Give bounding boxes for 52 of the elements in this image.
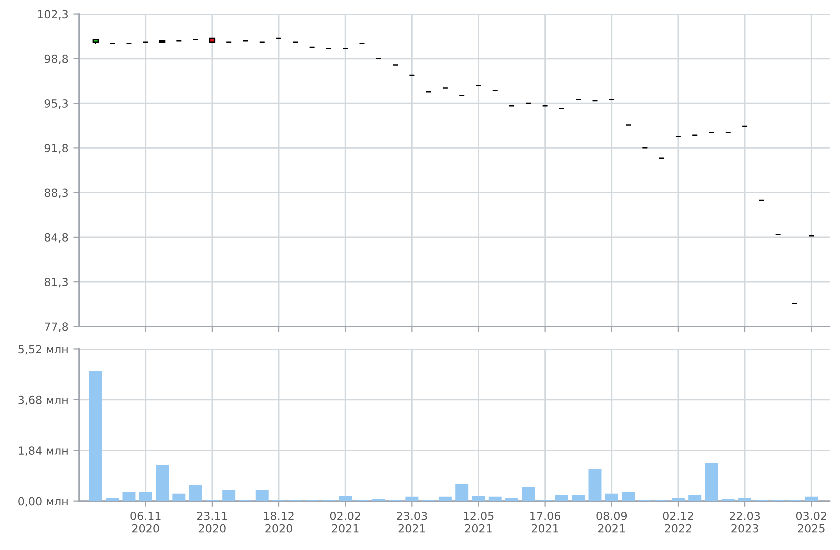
x-tick-label: 23.11 2020 bbox=[197, 512, 228, 533]
bar bbox=[339, 496, 352, 502]
bar bbox=[688, 494, 702, 502]
bar bbox=[172, 494, 186, 502]
bar bbox=[406, 496, 419, 502]
y-tick-label: 3,68 млн bbox=[18, 396, 68, 406]
bar bbox=[605, 494, 618, 502]
bar bbox=[456, 484, 469, 502]
bar bbox=[256, 490, 269, 502]
y-tick-label: 77,8 bbox=[45, 322, 68, 332]
bar bbox=[189, 485, 202, 502]
bar bbox=[122, 492, 136, 502]
bar bbox=[522, 487, 536, 502]
bar bbox=[738, 498, 752, 502]
bar bbox=[506, 498, 519, 502]
x-tick-label: 02.02 2021 bbox=[330, 512, 360, 533]
x-tick-label: 08.09 2021 bbox=[596, 512, 628, 533]
bar bbox=[555, 494, 568, 502]
x-tick-label: 23.03 2021 bbox=[397, 512, 428, 533]
bar bbox=[222, 490, 236, 502]
bar bbox=[705, 463, 718, 502]
x-tick-label: 02.12 2022 bbox=[663, 512, 694, 533]
y-tick-label: 5,52 млн bbox=[18, 345, 68, 355]
bar bbox=[438, 496, 452, 502]
bar bbox=[156, 464, 170, 502]
bar bbox=[672, 498, 685, 502]
y-tick-label: 88,3 bbox=[44, 188, 68, 198]
bar bbox=[472, 496, 486, 502]
bar bbox=[805, 496, 818, 502]
bar bbox=[622, 492, 636, 502]
bar bbox=[139, 492, 152, 502]
y-tick-label: 91,8 bbox=[44, 144, 68, 154]
bar bbox=[89, 371, 102, 502]
x-tick-label: 17.06 2021 bbox=[530, 512, 561, 533]
x-tick-label: 12.05 2021 bbox=[464, 512, 494, 533]
y-tick-label: 1,84 млн bbox=[19, 446, 68, 456]
y-tick-label: 84,8 bbox=[44, 233, 68, 243]
bar bbox=[106, 498, 120, 502]
y-tick-label: 0,00 млн bbox=[18, 497, 68, 507]
x-tick-label: 18.12 2020 bbox=[264, 512, 294, 533]
y-tick-label: 81,3 bbox=[44, 278, 68, 288]
y-tick-label: 102,3 bbox=[38, 10, 68, 20]
y-tick-label: 95,3 bbox=[44, 100, 68, 110]
x-tick-label: 06.11 2020 bbox=[130, 512, 161, 533]
x-tick-label: 03.02 2025 bbox=[796, 512, 826, 533]
candlestick bbox=[159, 40, 166, 43]
x-tick-label: 22.03 2023 bbox=[730, 512, 760, 533]
y-tick-label: 98,8 bbox=[44, 54, 68, 64]
bar bbox=[488, 496, 502, 502]
candlestick bbox=[209, 38, 216, 43]
bar bbox=[588, 469, 602, 502]
bar bbox=[572, 494, 586, 502]
